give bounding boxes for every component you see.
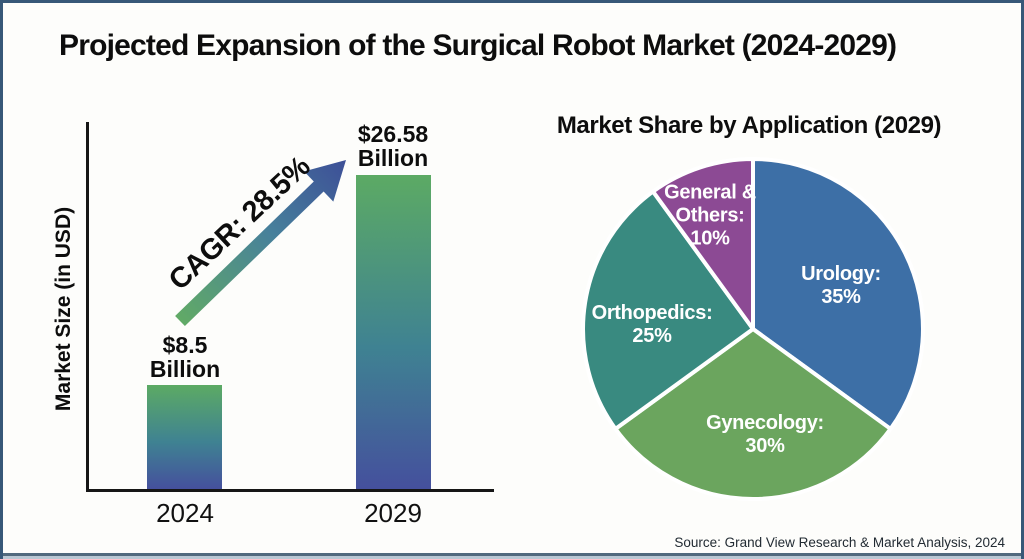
bar-value-label-2029: $26.58 Billion xyxy=(357,121,429,171)
bar-2024 xyxy=(147,385,222,489)
pie-slice-orthopedics xyxy=(581,189,755,431)
pie-chart-title: Market Share by Application (2029) xyxy=(556,112,942,139)
x-tick-2029: 2029 xyxy=(364,498,422,528)
bar-chart-y-axis xyxy=(86,122,89,492)
bar-chart-x-axis xyxy=(86,489,494,492)
frame-bottom-line xyxy=(3,553,1021,556)
page-title: Projected Expansion of the Surgical Robo… xyxy=(59,29,897,62)
cagr-annotation: CAGR: 28.5% xyxy=(162,150,317,297)
source-note: Source: Grand View Research & Market Ana… xyxy=(674,535,1005,550)
bar-value-label-2024: $8.5 Billion xyxy=(149,332,221,382)
pie-chart-graphic xyxy=(581,157,925,501)
growth-arrow-icon xyxy=(175,160,346,326)
pie-slice-general-others xyxy=(651,157,755,331)
bar-chart-y-axis-label: Market Size (in USD) xyxy=(52,206,75,412)
pie-slice-urology xyxy=(751,157,925,431)
x-tick-2024: 2024 xyxy=(156,498,214,528)
bar-2029 xyxy=(356,175,431,489)
frame-bottom-strip xyxy=(3,556,1021,559)
pie-slice-gynecology xyxy=(613,327,893,501)
